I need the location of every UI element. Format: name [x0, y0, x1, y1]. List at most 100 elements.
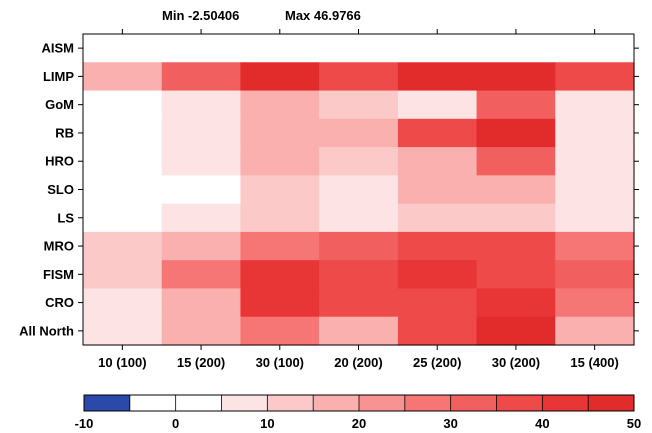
colorbar-tick-label: 0: [172, 416, 179, 431]
heatmap-cell: [555, 118, 635, 148]
row-label: FISM: [43, 267, 74, 282]
heatmap-cell: [161, 260, 242, 290]
heatmap-cell: [83, 316, 163, 346]
heatmap-cell: [240, 175, 320, 205]
heatmap-cell: [397, 316, 478, 346]
heatmap-cell: [161, 118, 242, 148]
heatmap-cell: [555, 175, 635, 205]
heatmap-cell: [83, 231, 163, 261]
row-label: SLO: [47, 182, 74, 197]
heatmap-cell: [319, 62, 399, 92]
colorbar-segment: [359, 395, 406, 411]
heatmap-cell: [476, 90, 556, 120]
heatmap-cell: [319, 34, 399, 63]
heatmap-cell: [240, 147, 320, 176]
colorbar-tick-label: 10: [260, 416, 274, 431]
heatmap-cell: [83, 90, 163, 120]
column-label: 15 (400): [570, 355, 618, 370]
colorbar-segment: [84, 395, 131, 411]
row-label: RB: [55, 125, 74, 140]
heatmap-cell: [240, 260, 320, 290]
heatmap-cell: [555, 288, 635, 318]
heatmap-cell: [319, 147, 399, 176]
colorbar-segment: [313, 395, 360, 411]
heatmap-cell: [161, 90, 242, 120]
column-labels: 10 (100) 15 (200) 30 (100) 20 (200) 25 (200)…: [98, 355, 619, 370]
heatmap-cell: [476, 288, 556, 318]
colorbar-segment: [221, 395, 268, 411]
heatmap-cell: [161, 231, 242, 261]
heatmap-cell: [397, 118, 478, 148]
heatmap-cell: [83, 288, 163, 318]
heatmap-cell: [83, 62, 163, 92]
plot-frame: [82, 33, 635, 346]
heatmap-cell: [240, 90, 320, 120]
heatmap-cell: [319, 288, 399, 318]
heatmap-cell: [319, 90, 399, 120]
heatmap-cell: [240, 118, 320, 148]
column-label: 15 (200): [177, 355, 225, 370]
heatmap-cell: [83, 260, 163, 290]
colorbar-tick-label: 40: [535, 416, 549, 431]
heatmap-cell: [397, 260, 478, 290]
column-label: 10 (100): [98, 355, 146, 370]
heatmap-cell: [83, 203, 163, 233]
heatmap-cell: [476, 260, 556, 290]
heatmap-cells: [83, 34, 635, 346]
heatmap-cell: [83, 175, 163, 205]
colorbar-segment: [496, 395, 543, 411]
heatmap-cell: [319, 316, 399, 346]
colorbar-tick-labels: -10 0 10 20 30 40 50: [75, 416, 642, 431]
row-label: LIMP: [43, 69, 74, 84]
column-label: 30 (200): [492, 355, 540, 370]
heatmap-cell: [476, 175, 556, 205]
heatmap-cell: [161, 316, 242, 346]
min-label: Min -2.50406: [162, 8, 239, 23]
heatmap-cell: [161, 62, 242, 92]
heatmap-cell: [319, 118, 399, 148]
heatmap-cell: [319, 231, 399, 261]
max-label: Max 46.9766: [285, 8, 361, 23]
heatmap-cell: [476, 118, 556, 148]
column-label: 30 (100): [256, 355, 304, 370]
heatmap-cell: [555, 147, 635, 176]
heatmap-cell: [240, 34, 320, 63]
heatmap-cell: [240, 288, 320, 318]
colorbar-segment: [267, 395, 314, 411]
row-label: GoM: [45, 97, 74, 112]
colorbar-segment: [450, 395, 497, 411]
heatmap-cell: [555, 90, 635, 120]
colorbar: [83, 394, 635, 412]
heatmap-cell: [555, 260, 635, 290]
row-label: HRO: [45, 154, 74, 169]
colorbar-segment: [129, 395, 177, 411]
row-label: LS: [57, 210, 74, 225]
colorbar-segment: [175, 395, 222, 411]
heatmap-cell: [83, 147, 163, 176]
colorbar-tick-label: 30: [443, 416, 457, 431]
row-label: AISM: [42, 41, 75, 56]
row-labels: AISM LIMP GoM RB HRO SLO LS MRO FISM CRO All North: [19, 41, 74, 339]
heatmap-cell: [161, 288, 242, 318]
heatmap-cell: [240, 316, 320, 346]
colorbar-segment: [404, 395, 452, 411]
heatmap-cell: [161, 147, 242, 176]
column-label: 20 (200): [334, 355, 382, 370]
heatmap-cell: [83, 118, 163, 148]
heatmap-cell: [397, 62, 478, 92]
heatmap-cell: [476, 203, 556, 233]
row-label: CRO: [45, 295, 74, 310]
heatmap-cell: [555, 34, 635, 63]
axis-ticks: [78, 29, 639, 350]
heatmap-cell: [240, 231, 320, 261]
heatmap-cell: [476, 34, 556, 63]
colorbar-tick-label: -10: [75, 416, 94, 431]
row-label: MRO: [44, 239, 74, 254]
heatmap-cell: [161, 203, 242, 233]
heatmap-cell: [161, 34, 242, 63]
heatmap-cell: [319, 203, 399, 233]
column-label: 25 (200): [413, 355, 461, 370]
heatmap-cell: [476, 316, 556, 346]
heatmap-cell: [240, 62, 320, 92]
